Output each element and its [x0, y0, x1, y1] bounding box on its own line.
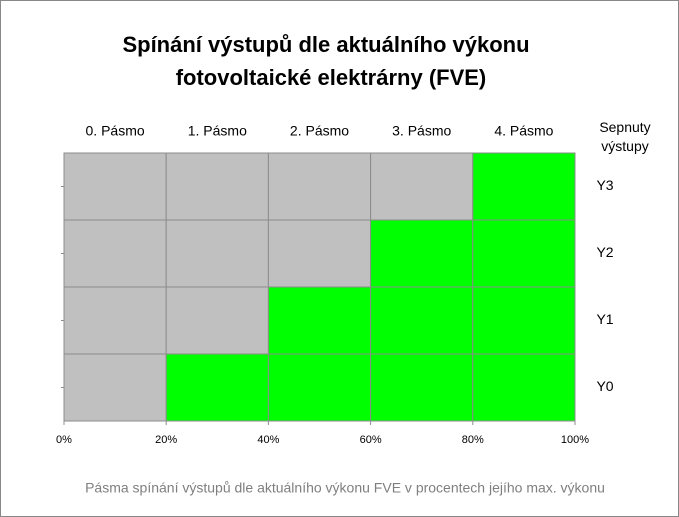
x-tick-label: 40%: [257, 434, 279, 446]
chart-title: fotovoltaické elektrárny (FVE): [176, 65, 487, 90]
cell: [63, 219, 167, 288]
x-tick-label: 60%: [360, 434, 382, 446]
cell: [63, 353, 167, 422]
x-axis-label: Pásma spínání výstupů dle aktuálního výk…: [85, 480, 605, 496]
cell: [63, 286, 167, 355]
cell: [165, 219, 269, 288]
cell: [63, 152, 167, 221]
column-label: 4. Pásmo: [494, 123, 553, 139]
chart-title: Spínání výstupů dle aktuálního výkonu: [122, 32, 529, 57]
cell: [165, 353, 269, 422]
cell: [472, 152, 576, 221]
x-tick-label: 0%: [56, 434, 72, 446]
cell: [165, 286, 269, 355]
column-label: 0. Pásmo: [86, 123, 145, 139]
cell: [267, 219, 372, 288]
cell: [267, 286, 372, 355]
row-label: Y2: [596, 244, 613, 260]
row-label: Y0: [596, 378, 613, 394]
x-tick-label: 100%: [561, 434, 589, 446]
column-label: 3. Pásmo: [392, 123, 451, 139]
cell: [472, 286, 576, 355]
row-label: Y3: [596, 177, 613, 193]
cell: [267, 152, 372, 221]
cell: [472, 219, 576, 288]
x-tick-label: 80%: [462, 434, 484, 446]
cell: [370, 219, 474, 288]
x-tick-label: 20%: [155, 434, 177, 446]
cell: [370, 152, 474, 221]
cell: [370, 286, 474, 355]
column-label: 1. Pásmo: [188, 123, 247, 139]
cell: [472, 353, 576, 422]
row-label: Y1: [596, 311, 613, 327]
cell: [267, 353, 372, 422]
rows-title: Sepnuty výstupy: [599, 119, 651, 154]
cell: [165, 152, 269, 221]
column-label: 2. Pásmo: [290, 123, 349, 139]
cell: [370, 353, 474, 422]
